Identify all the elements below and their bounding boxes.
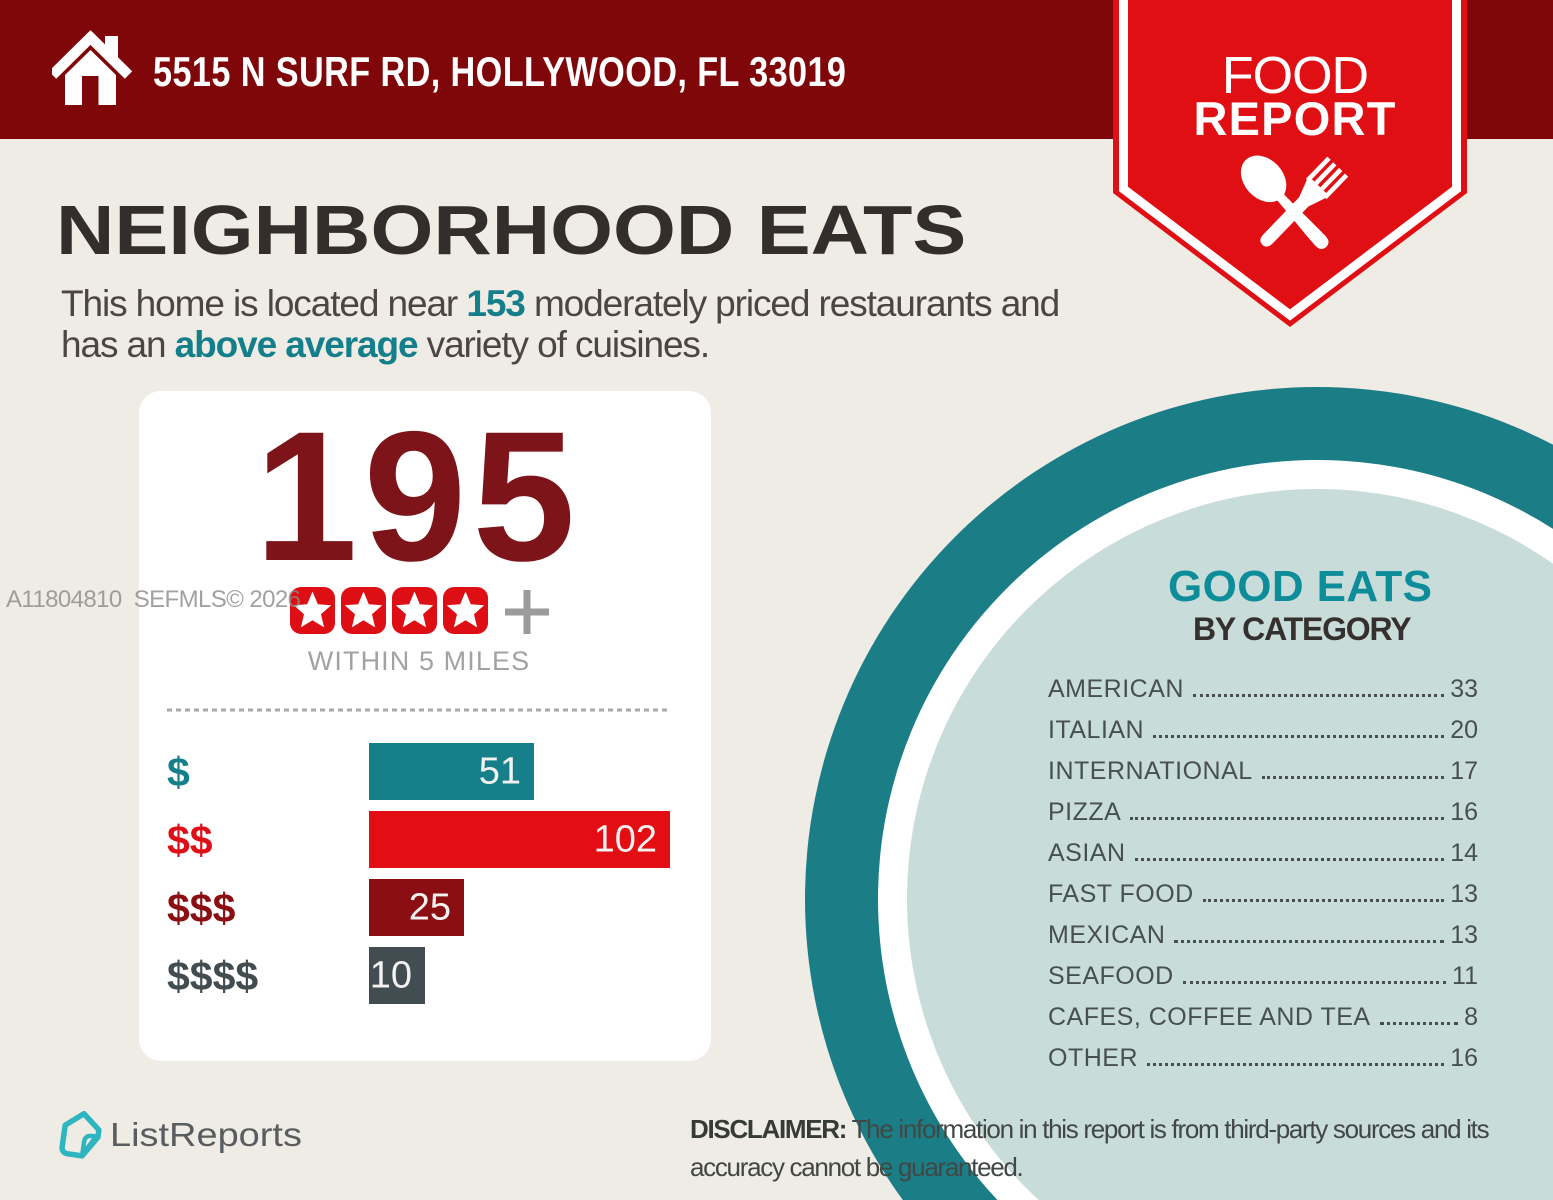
svg-text:REPORT: REPORT [1193, 92, 1396, 145]
svg-text:FOOD: FOOD [1222, 47, 1368, 105]
